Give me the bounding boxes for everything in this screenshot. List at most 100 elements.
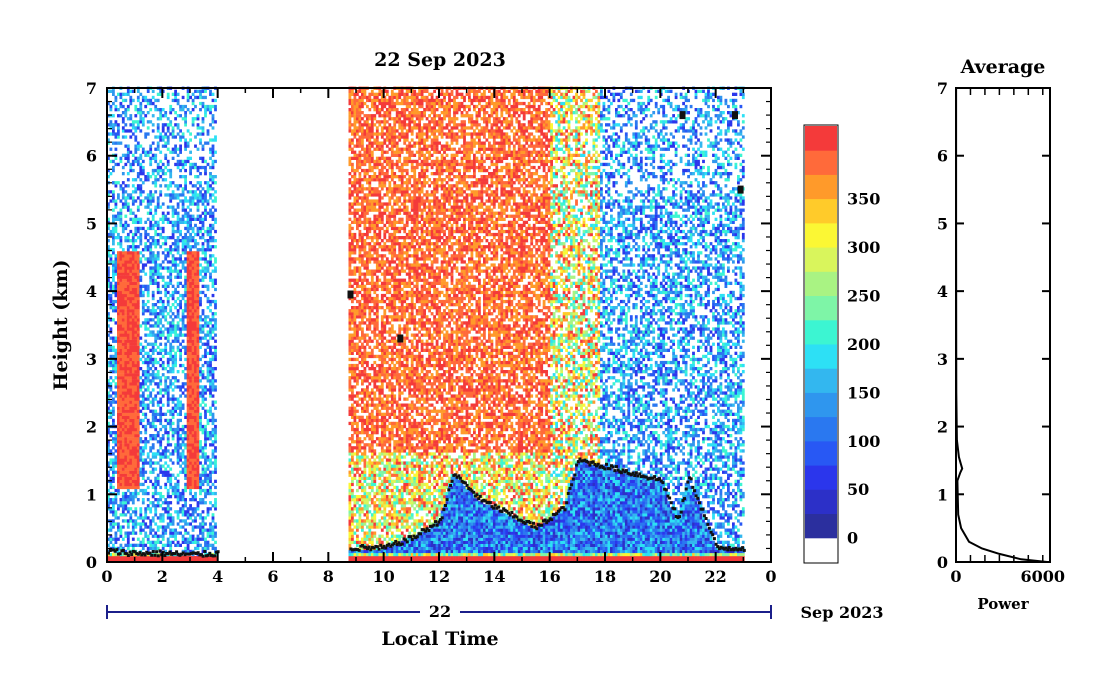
heatmap-cell: [184, 187, 187, 190]
heatmap-cell: [197, 452, 200, 455]
heatmap-cell: [112, 209, 115, 212]
heatmap-cell: [142, 248, 145, 251]
heatmap-cell: [192, 230, 195, 233]
heatmap-cell: [110, 285, 113, 288]
heatmap-cell: [132, 501, 135, 504]
heatmap-cell: [147, 343, 150, 346]
heatmap-cell: [134, 398, 137, 401]
heatmap-cell: [137, 461, 140, 464]
heatmap-cell: [354, 117, 357, 120]
heatmap-cell: [157, 93, 160, 96]
heatmap-cell: [209, 300, 212, 303]
heatmap-cell: [184, 260, 187, 263]
heatmap-cell: [172, 151, 175, 154]
heatmap-cell: [202, 266, 205, 269]
heatmap-cell: [169, 346, 172, 349]
heatmap-cell: [199, 248, 202, 251]
heatmap-cell: [177, 480, 180, 483]
heatmap-cell: [139, 288, 142, 291]
heatmap-cell: [189, 285, 192, 288]
heatmap-cell: [149, 160, 152, 163]
heatmap-cell: [214, 260, 217, 263]
heatmap-cell: [142, 172, 145, 175]
heatmap-cell: [112, 251, 115, 254]
heatmap-cell: [199, 126, 202, 129]
heatmap-cell: [137, 379, 140, 382]
heatmap-cell: [142, 419, 145, 422]
heatmap-cell: [144, 248, 147, 251]
heatmap-cell: [194, 525, 197, 528]
heatmap-cell: [356, 196, 359, 199]
heatmap-cell: [132, 364, 135, 367]
heatmap-cell: [139, 385, 142, 388]
heatmap-cell: [134, 306, 137, 309]
heatmap-cell: [194, 431, 197, 434]
heatmap-cell: [209, 212, 212, 215]
heatmap-cell: [351, 142, 354, 145]
heatmap-cell: [172, 230, 175, 233]
heatmap-cell: [152, 504, 155, 507]
heatmap-cell: [174, 355, 177, 358]
heatmap-cell: [149, 355, 152, 358]
heatmap-cell: [159, 206, 162, 209]
heatmap-cell: [144, 525, 147, 528]
heatmap-cell: [149, 157, 152, 160]
heatmap-cell: [179, 254, 182, 257]
heatmap-cell: [354, 385, 357, 388]
heatmap-cell: [366, 242, 369, 245]
heatmap-cell: [120, 266, 123, 269]
heatmap-cell: [115, 300, 118, 303]
heatmap-cell: [167, 434, 170, 437]
heatmap-cell: [179, 364, 182, 367]
heatmap-cell: [149, 401, 152, 404]
heatmap-cell: [184, 498, 187, 501]
heatmap-cell: [164, 309, 167, 312]
heatmap-cell: [112, 446, 115, 449]
heatmap-cell: [212, 151, 215, 154]
heatmap-cell: [192, 251, 195, 254]
heatmap-cell: [134, 352, 137, 355]
heatmap-cell: [120, 224, 123, 227]
heatmap-cell: [204, 352, 207, 355]
heatmap-cell: [132, 324, 135, 327]
heatmap-cell: [359, 495, 362, 498]
heatmap-cell: [187, 483, 190, 486]
heatmap-cell: [137, 263, 140, 266]
heatmap-cell: [132, 407, 135, 410]
heatmap-cell: [356, 553, 359, 556]
heatmap-cell: [192, 394, 195, 397]
heatmap-cell: [124, 458, 127, 461]
heatmap-cell: [172, 422, 175, 425]
heatmap-cell: [139, 349, 142, 352]
heatmap-cell: [214, 306, 217, 309]
heatmap-cell: [169, 428, 172, 431]
heatmap-cell: [132, 196, 135, 199]
heatmap-cell: [354, 187, 357, 190]
heatmap-cell: [356, 309, 359, 312]
heatmap-cell: [149, 254, 152, 257]
heatmap-cell: [149, 425, 152, 428]
heatmap-cell: [167, 312, 170, 315]
heatmap-cell: [199, 218, 202, 221]
heatmap-cell: [142, 285, 145, 288]
heatmap-cell: [162, 135, 165, 138]
heatmap-cell: [187, 318, 190, 321]
heatmap-cell: [162, 178, 165, 181]
heatmap-cell: [182, 425, 185, 428]
heatmap-cell: [157, 163, 160, 166]
heatmap-cell: [115, 273, 118, 276]
heatmap-cell: [189, 416, 192, 419]
heatmap-cell: [137, 254, 140, 257]
heatmap-cell: [366, 138, 369, 141]
heatmap-cell: [172, 263, 175, 266]
heatmap-cell: [361, 282, 364, 285]
heatmap-cell: [364, 458, 367, 461]
heatmap-cell: [172, 227, 175, 230]
heatmap-cell: [212, 401, 215, 404]
heatmap-cell: [172, 388, 175, 391]
heatmap-cell: [137, 376, 140, 379]
heatmap-cell: [194, 483, 197, 486]
heatmap-cell: [177, 166, 180, 169]
heatmap-cell: [354, 270, 357, 273]
heatmap-cell: [359, 166, 362, 169]
